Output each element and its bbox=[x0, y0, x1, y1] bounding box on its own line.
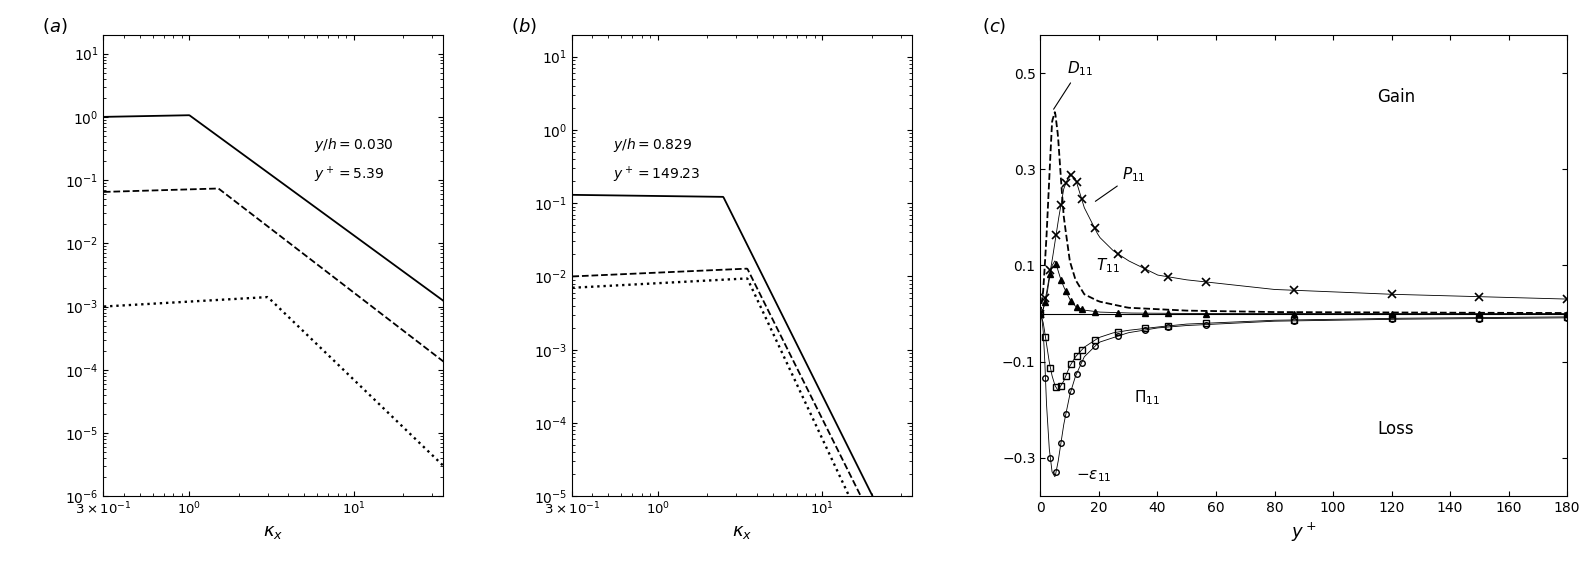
Text: $(c)$: $(c)$ bbox=[983, 16, 1007, 36]
Text: $y/h = 0.829$
$y^+ = 149.23$: $y/h = 0.829$ $y^+ = 149.23$ bbox=[613, 136, 700, 185]
Text: $T_{11}$: $T_{11}$ bbox=[1096, 256, 1120, 275]
Text: $y/h = 0.030$
$y^+ = 5.39$: $y/h = 0.030$ $y^+ = 5.39$ bbox=[313, 136, 395, 185]
Text: $-\epsilon_{11}$: $-\epsilon_{11}$ bbox=[1076, 469, 1111, 484]
X-axis label: $y^+$: $y^+$ bbox=[1290, 520, 1317, 544]
Text: Loss: Loss bbox=[1376, 419, 1413, 438]
Text: $(a)$: $(a)$ bbox=[43, 16, 68, 36]
Text: $(b)$: $(b)$ bbox=[511, 16, 536, 36]
Text: $D_{11}$: $D_{11}$ bbox=[1053, 59, 1093, 109]
X-axis label: $\kappa_x$: $\kappa_x$ bbox=[263, 523, 283, 541]
Text: Gain: Gain bbox=[1376, 88, 1414, 106]
Text: $P_{11}$: $P_{11}$ bbox=[1095, 165, 1146, 201]
X-axis label: $\kappa_x$: $\kappa_x$ bbox=[732, 523, 753, 541]
Text: $\Pi_{11}$: $\Pi_{11}$ bbox=[1134, 388, 1160, 407]
